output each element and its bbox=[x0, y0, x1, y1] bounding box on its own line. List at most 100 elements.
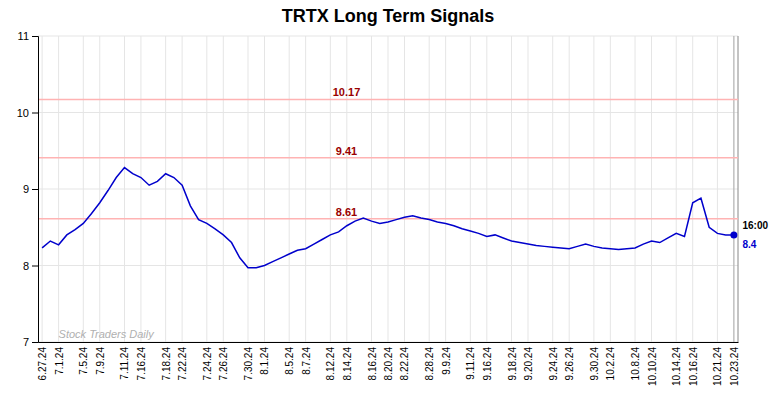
x-tick-label: 8.28.24 bbox=[424, 347, 435, 381]
x-axis: 6.27.247.1.247.5.247.9.247.11.247.16.247… bbox=[37, 342, 740, 386]
x-tick-label: 7.24.24 bbox=[202, 347, 213, 381]
grid-line bbox=[692, 36, 693, 342]
title: TRTX Long Term Signals bbox=[282, 6, 495, 26]
x-tick: 10.21.24 bbox=[712, 342, 723, 386]
x-tick: 7.26.24 bbox=[218, 342, 229, 380]
grid-line bbox=[289, 36, 290, 342]
grid-line bbox=[124, 36, 125, 342]
y-tick-label: 10 bbox=[17, 107, 29, 119]
x-tick-label: 9.18.24 bbox=[507, 347, 518, 381]
x-tick: 8.7.24 bbox=[301, 342, 312, 375]
signal-label: 10.17 bbox=[333, 86, 361, 98]
x-tick-label: 8.14.24 bbox=[342, 347, 353, 381]
x-tick-label: 7.9.24 bbox=[95, 347, 106, 375]
x-tick: 7.18.24 bbox=[161, 342, 172, 380]
x-tick: 9.30.24 bbox=[589, 342, 600, 380]
plot-area: 6.27.247.1.247.5.247.9.247.11.247.16.247… bbox=[17, 30, 769, 386]
signal-label: 9.41 bbox=[336, 145, 357, 157]
x-tick-label: 7.26.24 bbox=[218, 347, 229, 381]
grid-line bbox=[206, 36, 207, 342]
x-tick-label: 10.2.24 bbox=[605, 347, 616, 381]
x-tick-label: 10.23.24 bbox=[729, 347, 740, 386]
y-tick-label: 8 bbox=[23, 260, 29, 272]
y-tick-label: 7 bbox=[23, 336, 29, 348]
x-tick-label: 10.16.24 bbox=[688, 347, 699, 386]
x-tick-label: 9.16.24 bbox=[482, 347, 493, 381]
x-tick-label: 8.16.24 bbox=[367, 347, 378, 381]
grid-line bbox=[140, 36, 141, 342]
x-tick-label: 7.22.24 bbox=[177, 347, 188, 381]
grid-line bbox=[733, 36, 734, 342]
x-tick-label: 7.1.24 bbox=[54, 347, 65, 375]
end-line bbox=[733, 36, 734, 342]
grid-line bbox=[569, 36, 570, 342]
y-tick-mark bbox=[32, 36, 38, 37]
grid-line bbox=[165, 36, 166, 342]
x-tick-label: 8.7.24 bbox=[301, 347, 312, 375]
y-tick-mark bbox=[32, 342, 38, 343]
x-tick: 9.26.24 bbox=[564, 342, 575, 380]
x-tick: 8.5.24 bbox=[284, 342, 295, 375]
grid-line bbox=[511, 36, 512, 342]
grid-line bbox=[182, 36, 183, 342]
x-tick-label: 9.11.24 bbox=[465, 347, 476, 380]
x-tick-label: 7.30.24 bbox=[243, 347, 254, 381]
grid-line bbox=[445, 36, 446, 342]
y-tick: 7 bbox=[23, 336, 38, 348]
x-tick: 7.9.24 bbox=[95, 342, 106, 375]
x-tick-label: 10.14.24 bbox=[671, 347, 682, 386]
y-tick: 8 bbox=[23, 260, 38, 272]
x-tick-label: 8.20.24 bbox=[383, 347, 394, 381]
frame-right bbox=[738, 36, 739, 342]
signal-line bbox=[38, 218, 738, 220]
x-tick: 9.24.24 bbox=[548, 342, 559, 380]
grid-line bbox=[552, 36, 553, 342]
price-line bbox=[42, 168, 734, 268]
x-tick-label: 9.9.24 bbox=[441, 347, 452, 375]
x-tick-label: 8.1.24 bbox=[259, 347, 270, 375]
grid-line bbox=[346, 36, 347, 342]
x-tick-label: 10.21.24 bbox=[712, 347, 723, 386]
x-tick-label: 10.10.24 bbox=[647, 347, 658, 386]
x-tick: 9.11.24 bbox=[465, 342, 476, 380]
grid bbox=[38, 36, 738, 342]
y-tick-mark bbox=[32, 189, 38, 190]
x-tick: 10.10.24 bbox=[647, 342, 658, 386]
end-time-label: 16:00 bbox=[742, 220, 768, 231]
grid-line bbox=[593, 36, 594, 342]
marks bbox=[38, 36, 738, 342]
x-tick: 6.27.24 bbox=[37, 342, 48, 380]
x-tick: 7.1.24 bbox=[54, 342, 65, 375]
signal-line bbox=[38, 157, 738, 159]
x-tick: 7.22.24 bbox=[177, 342, 188, 380]
grid-line bbox=[676, 36, 677, 342]
y-tick-mark bbox=[32, 113, 38, 114]
x-tick-label: 8.12.24 bbox=[325, 347, 336, 381]
grid-line bbox=[42, 36, 43, 342]
grid-line bbox=[264, 36, 265, 342]
x-tick: 8.28.24 bbox=[424, 342, 435, 380]
grid-line bbox=[429, 36, 430, 342]
x-tick: 10.14.24 bbox=[671, 342, 682, 386]
annotations: 10.17 9.41 8.61 Stock Traders Daily 16:00 8.4 bbox=[59, 86, 769, 340]
x-tick: 8.14.24 bbox=[342, 342, 353, 380]
end-value-label: 8.4 bbox=[742, 239, 756, 250]
grid-line bbox=[223, 36, 224, 342]
axis-line bbox=[39, 342, 739, 343]
grid-line bbox=[99, 36, 100, 342]
x-tick-label: 7.18.24 bbox=[161, 347, 172, 381]
x-tick: 10.23.24 bbox=[729, 342, 740, 386]
grid-line bbox=[330, 36, 331, 342]
grid-line bbox=[486, 36, 487, 342]
grid-line bbox=[371, 36, 372, 342]
grid-line bbox=[83, 36, 84, 342]
x-tick: 7.30.24 bbox=[243, 342, 254, 380]
x-tick: 8.16.24 bbox=[367, 342, 378, 380]
watermark: Stock Traders Daily bbox=[59, 328, 156, 340]
signal-label: 8.61 bbox=[336, 206, 357, 218]
grid-line bbox=[470, 36, 471, 342]
y-tick-mark bbox=[32, 266, 38, 267]
x-tick-label: 9.24.24 bbox=[548, 347, 559, 381]
x-tick: 10.16.24 bbox=[688, 342, 699, 386]
x-tick: 7.16.24 bbox=[136, 342, 147, 380]
